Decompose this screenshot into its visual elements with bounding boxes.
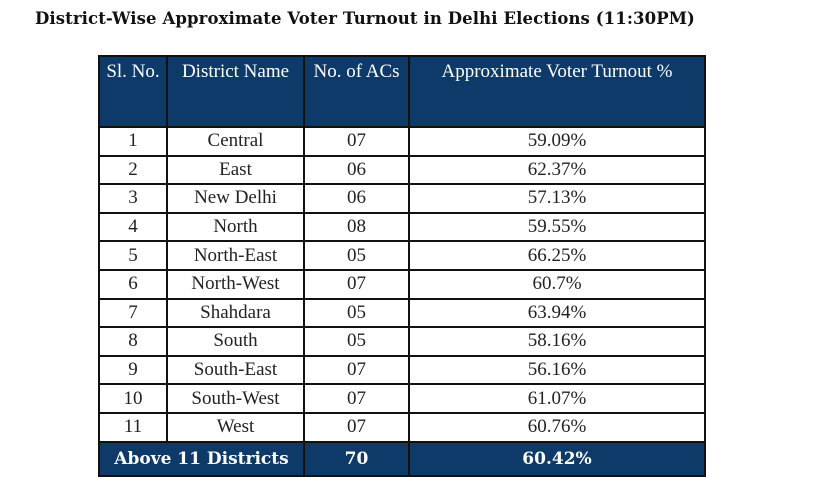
cell-no-of-acs: 07 xyxy=(303,126,410,157)
cell-voter-turnout: 60.76% xyxy=(408,411,706,443)
table-header-row: Sl. No. District Name No. of ACs Approxi… xyxy=(98,55,706,128)
cell-sl-no: 1 xyxy=(98,126,168,157)
total-row: Above 11 Districts 70 60.42% xyxy=(98,440,706,477)
header-sl-no: Sl. No. xyxy=(98,55,168,128)
cell-no-of-acs: 07 xyxy=(303,354,410,386)
table-row: 8 South 05 58.16% xyxy=(98,326,706,357)
cell-district-name: South xyxy=(166,326,305,357)
cell-sl-no: 9 xyxy=(98,354,168,386)
cell-no-of-acs: 06 xyxy=(303,183,410,214)
cell-voter-turnout: 63.94% xyxy=(408,297,706,329)
table-row: 5 North-East 05 66.25% xyxy=(98,240,706,271)
cell-voter-turnout: 56.16% xyxy=(408,354,706,386)
cell-no-of-acs: 07 xyxy=(303,411,410,443)
total-turnout: 60.42% xyxy=(408,440,706,477)
cell-sl-no: 4 xyxy=(98,211,168,243)
cell-voter-turnout: 66.25% xyxy=(408,240,706,271)
cell-sl-no: 11 xyxy=(98,411,168,443)
cell-district-name: North-West xyxy=(166,268,305,300)
document-title: District-Wise Approximate Voter Turnout … xyxy=(35,9,695,28)
total-label: Above 11 Districts xyxy=(98,440,305,477)
cell-no-of-acs: 07 xyxy=(303,268,410,300)
header-voter-turnout: Approximate Voter Turnout % xyxy=(408,55,706,128)
cell-voter-turnout: 61.07% xyxy=(408,383,706,414)
cell-voter-turnout: 62.37% xyxy=(408,154,706,186)
cell-district-name: North-East xyxy=(166,240,305,271)
cell-sl-no: 5 xyxy=(98,240,168,271)
cell-district-name: South-West xyxy=(166,383,305,414)
cell-sl-no: 3 xyxy=(98,183,168,214)
cell-voter-turnout: 57.13% xyxy=(408,183,706,214)
cell-voter-turnout: 58.16% xyxy=(408,326,706,357)
cell-sl-no: 6 xyxy=(98,268,168,300)
header-district-name: District Name xyxy=(166,55,305,128)
cell-no-of-acs: 05 xyxy=(303,326,410,357)
cell-district-name: East xyxy=(166,154,305,186)
cell-sl-no: 10 xyxy=(98,383,168,414)
table-row: 9 South-East 07 56.16% xyxy=(98,354,706,386)
table-row: 3 New Delhi 06 57.13% xyxy=(98,183,706,214)
cell-voter-turnout: 59.09% xyxy=(408,126,706,157)
cell-no-of-acs: 07 xyxy=(303,383,410,414)
table-row: 7 Shahdara 05 63.94% xyxy=(98,297,706,329)
table-row: 4 North 08 59.55% xyxy=(98,211,706,243)
header-no-of-acs: No. of ACs xyxy=(303,55,410,128)
cell-no-of-acs: 08 xyxy=(303,211,410,243)
voter-turnout-table: Sl. No. District Name No. of ACs Approxi… xyxy=(98,55,706,477)
table-row: 10 South-West 07 61.07% xyxy=(98,383,706,414)
cell-voter-turnout: 59.55% xyxy=(408,211,706,243)
cell-no-of-acs: 05 xyxy=(303,297,410,329)
cell-sl-no: 2 xyxy=(98,154,168,186)
cell-district-name: West xyxy=(166,411,305,443)
cell-district-name: South-East xyxy=(166,354,305,386)
cell-district-name: Central xyxy=(166,126,305,157)
cell-no-of-acs: 05 xyxy=(303,240,410,271)
cell-district-name: New Delhi xyxy=(166,183,305,214)
cell-voter-turnout: 60.7% xyxy=(408,268,706,300)
cell-sl-no: 7 xyxy=(98,297,168,329)
cell-no-of-acs: 06 xyxy=(303,154,410,186)
table-row: 1 Central 07 59.09% xyxy=(98,126,706,157)
table-row: 2 East 06 62.37% xyxy=(98,154,706,186)
cell-district-name: Shahdara xyxy=(166,297,305,329)
cell-district-name: North xyxy=(166,211,305,243)
cell-sl-no: 8 xyxy=(98,326,168,357)
table-row: 11 West 07 60.76% xyxy=(98,411,706,443)
table-row: 6 North-West 07 60.7% xyxy=(98,268,706,300)
total-acs: 70 xyxy=(303,440,410,477)
